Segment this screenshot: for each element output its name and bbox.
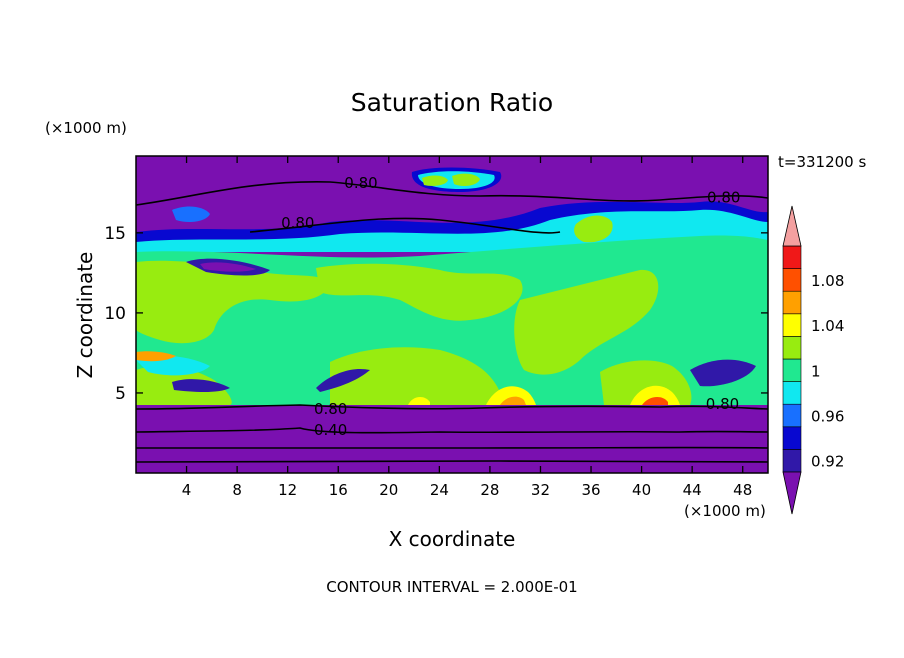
x-tick-label: 16 <box>329 481 348 499</box>
y-tick-label: 10 <box>104 304 126 324</box>
contour-label: 0.80 <box>706 395 739 413</box>
y-unit-label: (×1000 m) <box>45 119 127 137</box>
colorbar-bin <box>783 449 801 472</box>
colorbar-bin <box>783 246 801 269</box>
x-tick-label: 24 <box>430 481 449 499</box>
saturation-field <box>136 156 768 473</box>
y-tick-label: 5 <box>115 384 126 404</box>
surface-dry-layer <box>136 405 768 473</box>
colorbar-bin <box>783 382 801 405</box>
x-tick-label: 20 <box>379 481 398 499</box>
x-tick-label: 12 <box>278 481 297 499</box>
x-tick-label: 48 <box>733 481 752 499</box>
contour-label: 0.80 <box>281 214 314 232</box>
contour-label: 0.40 <box>314 421 347 439</box>
colorbar: 0.92 0.96 1 1.04 1.08 <box>783 206 844 514</box>
x-tick-label: 40 <box>632 481 651 499</box>
x-tick-label: 8 <box>232 481 242 499</box>
colorbar-tick-label: 1.08 <box>811 272 844 290</box>
colorbar-tick-label: 1 <box>811 362 821 380</box>
colorbar-tick-label: 0.92 <box>811 453 844 471</box>
colorbar-bin <box>783 427 801 450</box>
colorbar-bin <box>783 359 801 382</box>
x-tick-label: 44 <box>683 481 702 499</box>
colorbar-bin <box>783 291 801 314</box>
colorbar-bin <box>783 314 801 337</box>
contour-label: 0.80 <box>314 400 347 418</box>
x-unit-label: (×1000 m) <box>684 502 766 520</box>
x-tick-label: 32 <box>531 481 550 499</box>
x-tick-label: 4 <box>182 481 192 499</box>
contour-label: 0.80 <box>344 174 377 192</box>
contour-interval-footer: CONTOUR INTERVAL = 2.000E-01 <box>326 578 577 596</box>
colorbar-bin <box>783 336 801 359</box>
x-axis-label: X coordinate <box>389 527 516 551</box>
colorbar-bin <box>783 269 801 292</box>
y-axis-label: Z coordinate <box>73 252 97 379</box>
colorbar-under-triangle <box>783 472 801 514</box>
time-label: t=331200 s <box>778 153 866 171</box>
contour-low-2 <box>136 461 768 462</box>
colorbar-over-triangle <box>783 206 801 246</box>
colorbar-tick-label: 1.04 <box>811 317 844 335</box>
colorbar-bin <box>783 404 801 427</box>
y-tick-label: 15 <box>104 224 126 244</box>
chart-title: Saturation Ratio <box>351 88 553 117</box>
x-tick-label: 36 <box>581 481 600 499</box>
contour-label: 0.80 <box>707 189 740 207</box>
x-tick-label: 28 <box>480 481 499 499</box>
colorbar-tick-label: 0.96 <box>811 408 844 426</box>
